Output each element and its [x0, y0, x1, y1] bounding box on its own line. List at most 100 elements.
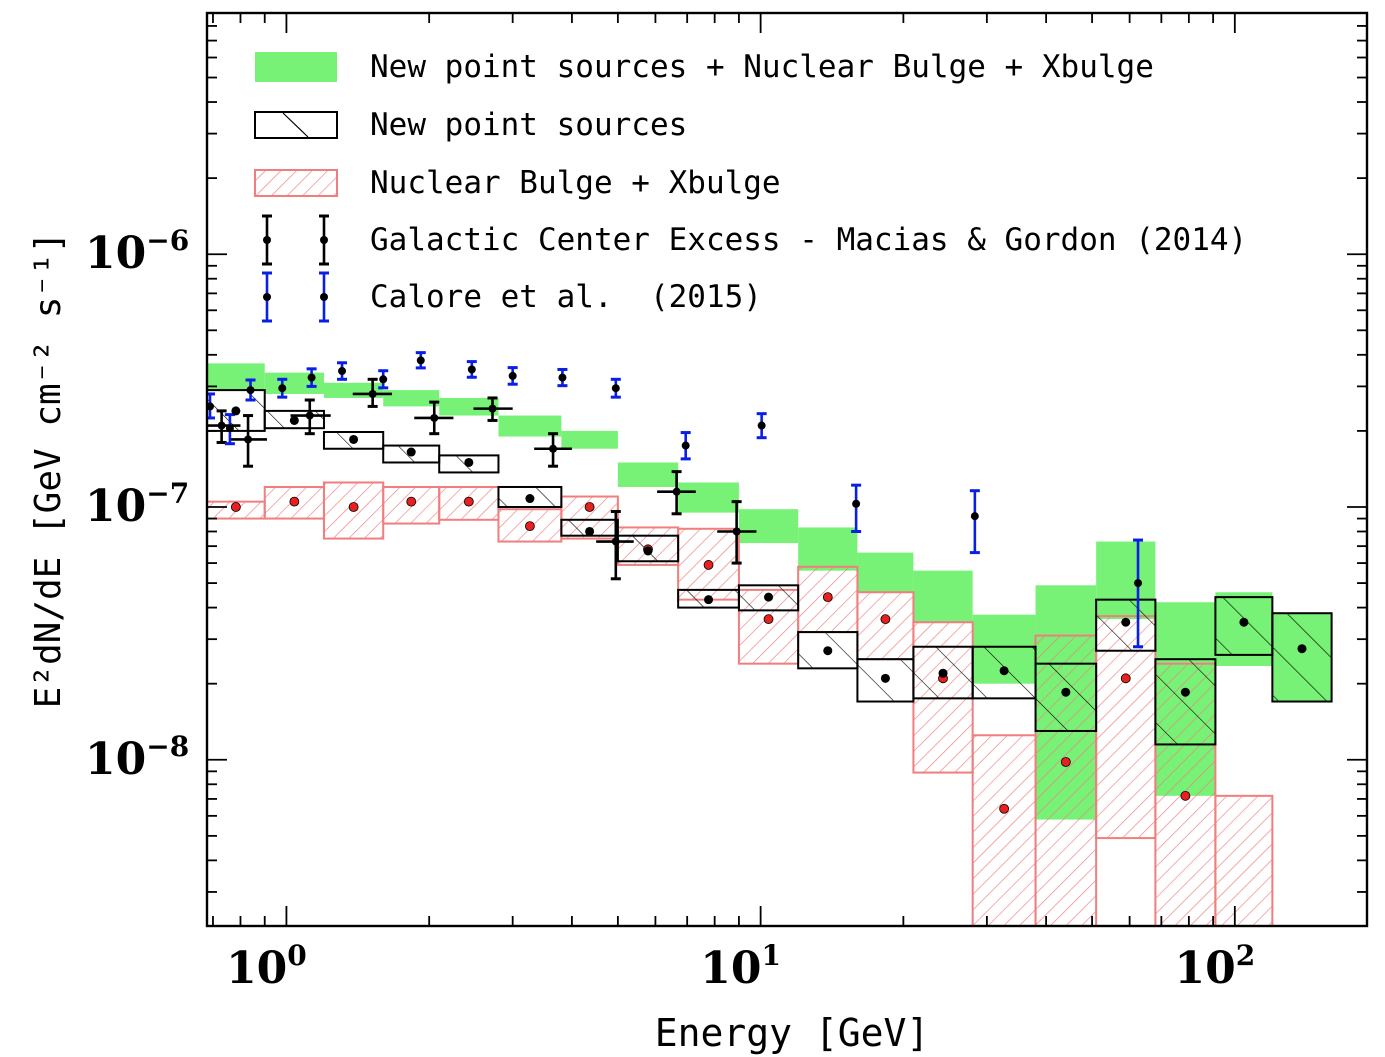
- legend-entry-calore: Calore et al. (2015): [262, 271, 762, 323]
- calore-point: [757, 421, 766, 430]
- combined-band-bar: [913, 570, 973, 623]
- gce-point: [672, 487, 681, 496]
- gce-point: [244, 435, 253, 444]
- legend-label: Nuclear Bulge + Xbulge: [370, 165, 781, 201]
- gce-point: [368, 389, 377, 398]
- y-tick-label-exp: −7: [146, 477, 189, 510]
- nps-point: [1121, 617, 1131, 627]
- nps-bar: [797, 631, 859, 670]
- nps-point: [1061, 687, 1071, 697]
- combined-band-bar: [678, 482, 739, 513]
- legend-entry-bulge: Nuclear Bulge + Xbulge: [254, 165, 781, 201]
- bin-points: [230, 406, 1307, 814]
- bulge-bar: [1214, 794, 1274, 926]
- combined-band-bar: [857, 552, 914, 593]
- calore-point: [207, 402, 215, 411]
- calore-point: [558, 373, 567, 382]
- y-tick-label: 10−8: [85, 730, 189, 785]
- legend-swatch-combined: [255, 52, 337, 82]
- bulge-bar: [971, 734, 1037, 926]
- calore-point: [246, 386, 255, 395]
- nps-point: [289, 415, 299, 425]
- gce-point: [488, 404, 497, 413]
- calore-point: [338, 367, 347, 376]
- bulge-point: [525, 521, 535, 532]
- nps-point: [999, 666, 1009, 676]
- combined-band-bar: [798, 527, 858, 571]
- y-tick-label: 10−6: [85, 224, 189, 279]
- x-tick-label-exp: 0: [287, 939, 306, 972]
- x-tick-label: 102: [1174, 939, 1255, 994]
- bulge-point: [1180, 790, 1191, 801]
- plot-area: [207, 351, 1333, 926]
- gce-point: [430, 413, 439, 422]
- x-tick-label-base: 10: [226, 943, 287, 994]
- legend-label: Galactic Center Excess - Macias & Gordon…: [370, 222, 1247, 258]
- axis-ticks: [207, 12, 1367, 926]
- combined-band-bar: [561, 430, 618, 449]
- calore-point: [611, 384, 620, 393]
- calore-point: [467, 365, 476, 374]
- calore-point: [278, 384, 287, 393]
- gce-point: [732, 527, 741, 536]
- nps-bar: [1154, 658, 1217, 746]
- gce-point: [217, 421, 226, 430]
- x-axis-label: Energy [GeV]: [655, 1011, 930, 1055]
- gce-point: [611, 537, 620, 546]
- legend: New point sources + Nuclear Bulge + Xbul…: [254, 49, 1247, 323]
- nps-bar: [616, 534, 680, 563]
- legend-entry-gce: Galactic Center Excess - Macias & Gordon…: [262, 214, 1247, 266]
- bulge-point: [230, 502, 241, 512]
- legend-swatch-point: [263, 236, 271, 244]
- bulge-point: [822, 592, 833, 603]
- combined-band-bar: [439, 397, 499, 416]
- calore-point: [416, 356, 425, 365]
- calore-point: [1134, 579, 1143, 588]
- x-tick-label-base: 10: [700, 943, 761, 994]
- error-bar-series: [207, 351, 1144, 649]
- y-tick-label-exp: −6: [146, 224, 189, 257]
- nps-point: [764, 592, 774, 602]
- nps-point: [231, 406, 241, 416]
- legend-swatch-bulge: [254, 169, 338, 197]
- x-tick-label: 101: [700, 939, 781, 994]
- legend-swatch-nps-hatch: [282, 112, 309, 138]
- nps-point: [823, 646, 833, 656]
- legend-label: New point sources: [370, 107, 687, 143]
- legend-label: New point sources + Nuclear Bulge + Xbul…: [370, 49, 1154, 85]
- nps-point: [1297, 644, 1307, 654]
- nps-point: [643, 546, 653, 556]
- legend-swatch-point: [263, 293, 271, 301]
- bulge-point: [703, 560, 714, 570]
- legend-swatch-point: [320, 236, 328, 244]
- nps-point: [525, 494, 535, 504]
- nps-series: [207, 389, 1333, 746]
- nps-point: [938, 668, 948, 678]
- calore-point: [508, 371, 517, 380]
- gce-point: [305, 411, 314, 420]
- nps-point: [585, 526, 595, 536]
- bulge-point: [999, 803, 1010, 814]
- combined-band-bar: [617, 462, 679, 487]
- nps-point: [406, 447, 416, 457]
- gce-point: [549, 444, 558, 453]
- bulge-point: [763, 614, 774, 625]
- nps-point: [880, 673, 890, 683]
- calore-point: [307, 373, 316, 382]
- nps-point: [464, 457, 474, 467]
- legend-label: Calore et al. (2015): [370, 279, 762, 315]
- bulge-point: [463, 496, 474, 507]
- bulge-bar: [263, 485, 325, 520]
- y-tick-label-exp: −8: [146, 730, 189, 763]
- bulge-point: [348, 502, 359, 512]
- nps-point: [1239, 617, 1249, 627]
- bulge-point: [584, 502, 595, 512]
- bulge-point: [880, 614, 891, 625]
- x-tick-label-exp: 2: [1236, 939, 1255, 972]
- combined-band-bar: [738, 509, 799, 544]
- legend-entry-combined: New point sources + Nuclear Bulge + Xbul…: [255, 49, 1154, 85]
- y-tick-label-base: 10: [85, 734, 146, 785]
- calore-point: [225, 424, 234, 433]
